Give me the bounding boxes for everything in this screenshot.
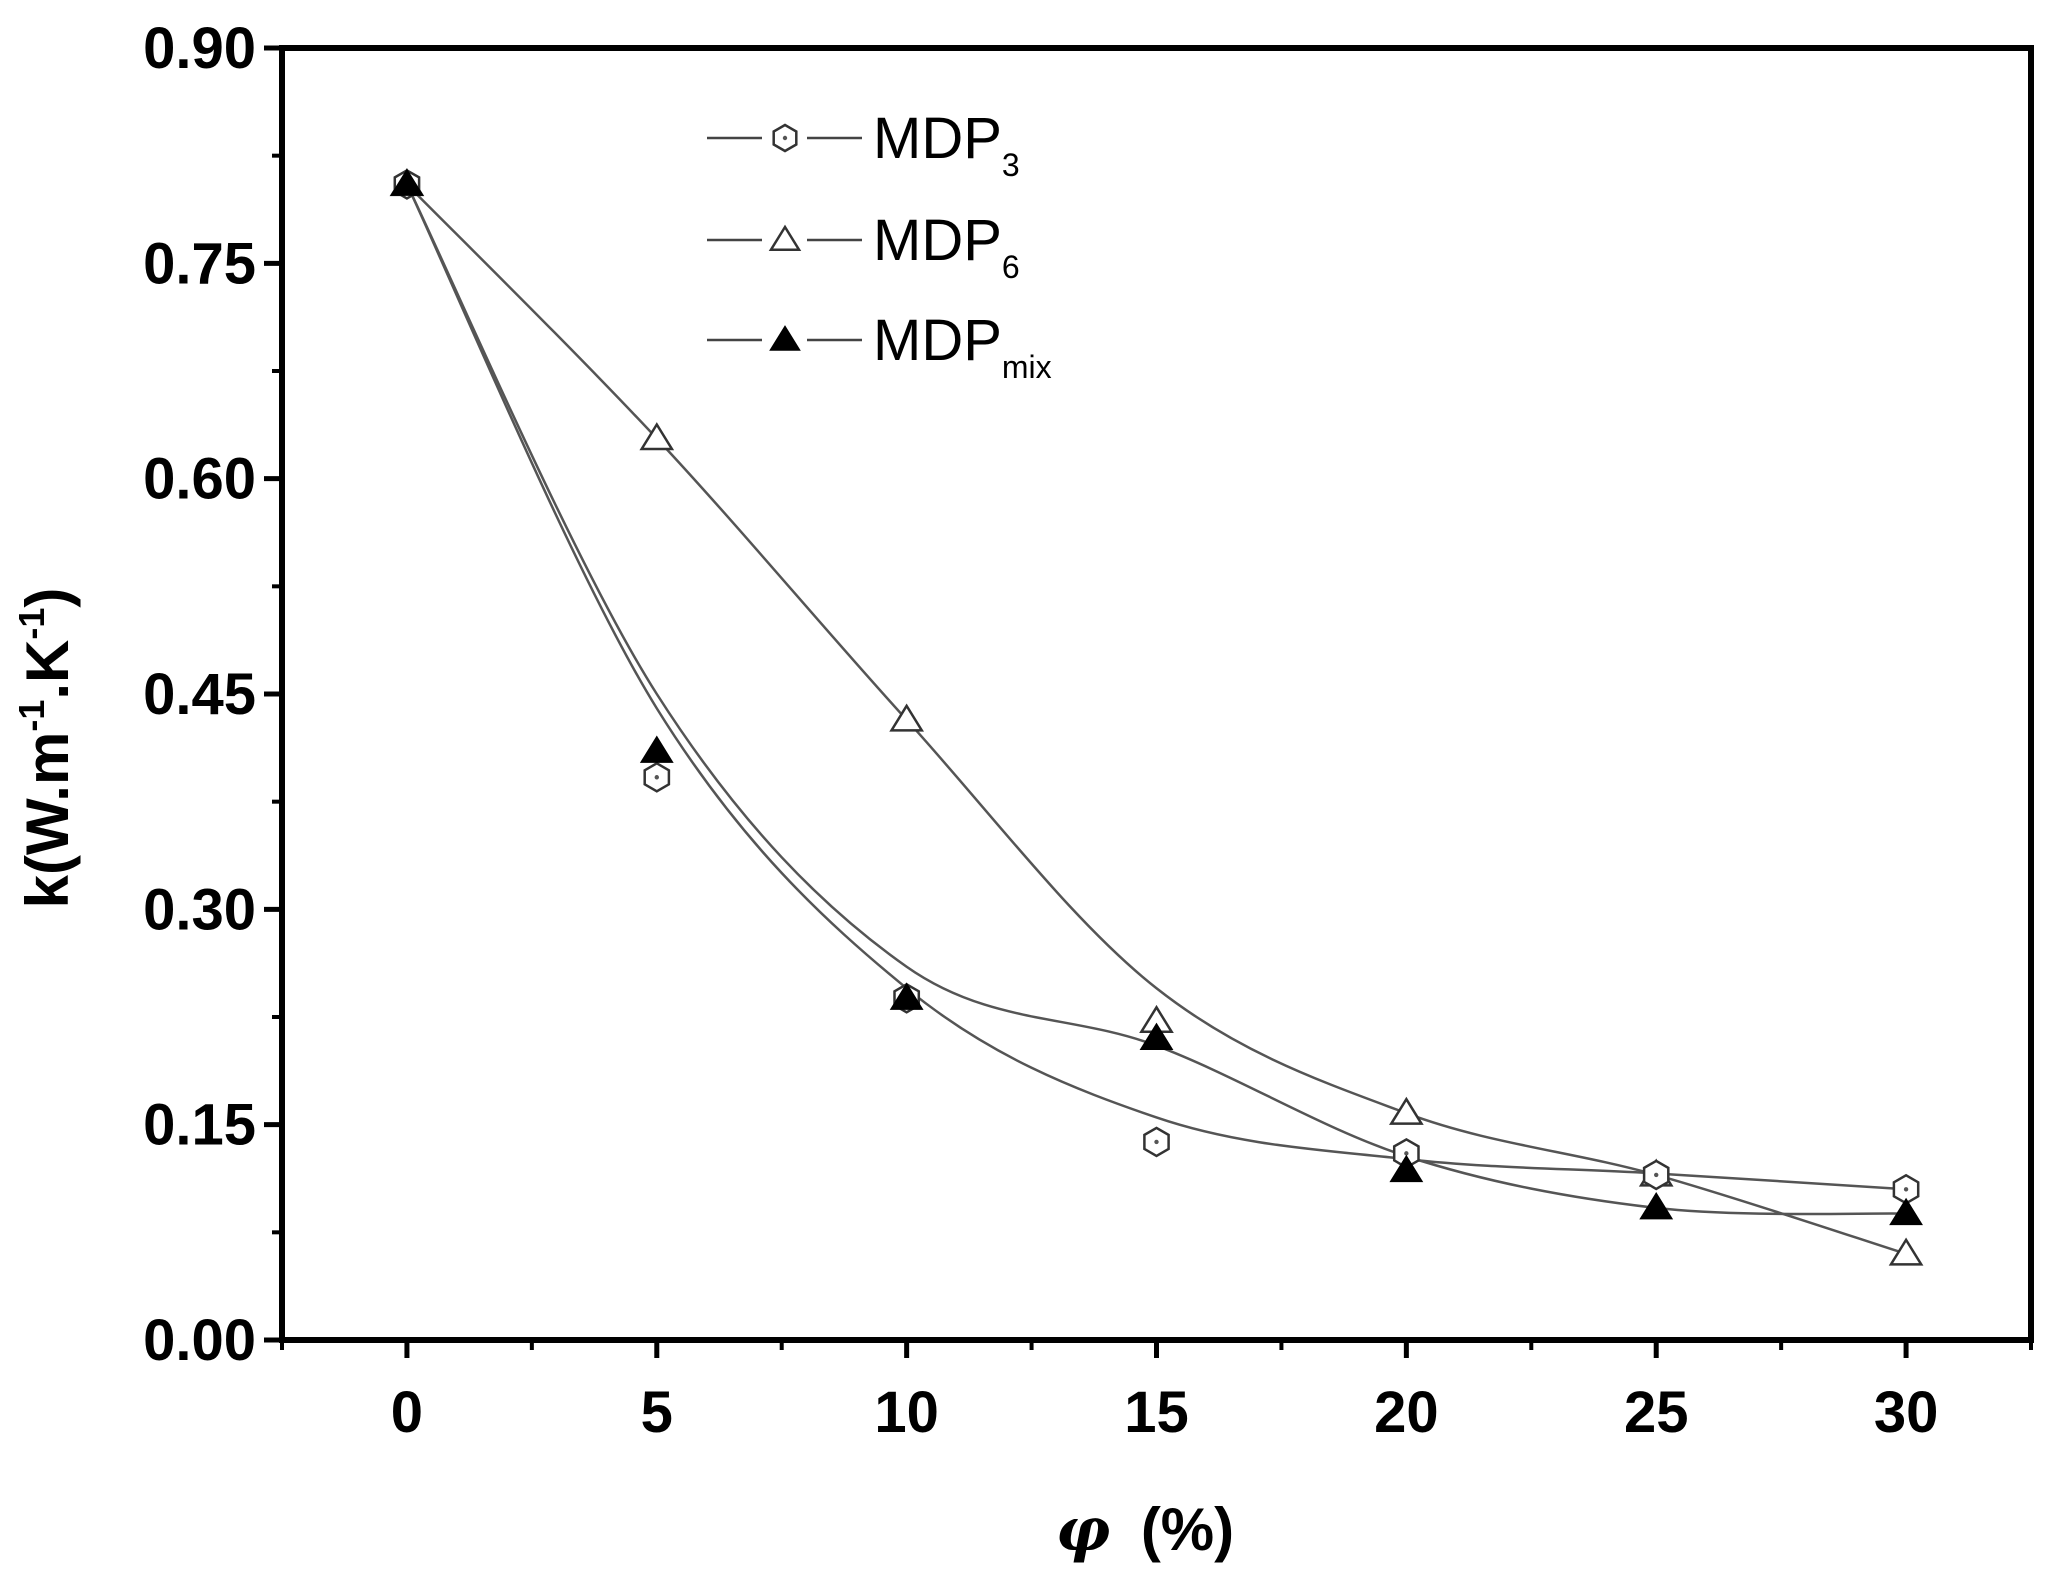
legend-label: MDP6 [873,208,1020,285]
data-point-mdp-mix [390,168,424,196]
legend-marker-3 [772,123,798,153]
fit-curve-mdp-6 [406,183,1907,1256]
data-point-mdp-6 [889,703,925,732]
data-point-mdp-mix [1639,1192,1674,1220]
fit-curves [405,183,1907,1256]
data-point-mdp-mix [639,735,674,763]
data-point-mdp-mix [1889,1197,1923,1226]
y-axis-title-exp2: -1 [11,608,52,640]
x-tick-label: 30 [1874,1380,1939,1445]
y-tick-label: 0.60 [143,447,256,512]
x-axis-unit: (%) [1141,1496,1234,1563]
y-axis-title-mid: .K [14,640,81,700]
x-tick-label: 15 [1124,1380,1189,1445]
data-point-mdp-mix [889,982,924,1010]
data-point-mdp-3 [643,761,671,793]
x-tick-label: 25 [1624,1380,1689,1445]
x-axis: 0 5 10 15 20 25 30 [280,1340,2033,1445]
x-axis-symbol: φ [1056,1495,1110,1565]
x-tick-label: 5 [641,1380,673,1445]
x-axis-title: φ (%) [1056,1495,1234,1565]
y-axis-title-main: k(W.m [14,732,81,909]
fit-curve-mdp-3 [405,183,1907,1191]
data-markers [389,167,1924,1266]
y-tick-label: 0.45 [143,662,256,727]
legend-entry-6: MDP6 [707,208,1020,285]
legend-marker-6 [768,224,802,251]
data-point-mdp-3 [1642,1159,1670,1191]
legend: MDP3 MDP6 MDPmix [707,106,1052,385]
data-point-mdp-mix [1389,1154,1424,1183]
y-axis-title-close: ) [14,588,81,608]
y-tick-label: 0.90 [143,16,256,81]
data-point-mdp-3 [1143,1126,1170,1158]
data-point-mdp-6 [639,422,675,451]
y-axis-title-exp1: -1 [11,700,52,732]
y-tick-label: 0.15 [143,1093,256,1158]
legend-label: MDPmix [873,308,1052,385]
data-point-mdp-6 [1388,1096,1424,1125]
legend-entry-3: MDP3 [707,106,1020,183]
y-tick-label: 0.00 [143,1308,256,1373]
y-tick-label: 0.30 [143,877,256,942]
y-axis: 0.00 0.15 0.30 0.45 0.60 0.75 0.90 [143,16,282,1373]
legend-label: MDP3 [873,106,1020,183]
x-tick-label: 20 [1374,1380,1439,1445]
x-tick-label: 0 [391,1380,423,1445]
data-point-mdp-6 [1888,1237,1924,1266]
legend-marker-mix [769,325,801,351]
x-tick-label: 10 [874,1380,939,1445]
fit-curve-mdp-mix [405,183,1907,1216]
y-tick-label: 0.75 [143,231,256,296]
y-axis-title: k(W.m-1.K-1) [11,588,81,909]
legend-entry-mix: MDPmix [707,308,1052,385]
data-point-mdp-mix [1139,1022,1174,1051]
